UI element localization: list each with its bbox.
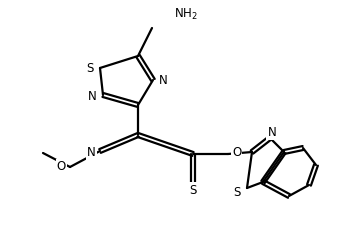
Text: N: N: [267, 126, 276, 138]
Text: N: N: [88, 90, 97, 102]
Text: S: S: [234, 186, 241, 198]
Text: N: N: [159, 74, 168, 86]
Text: NH$_2$: NH$_2$: [174, 6, 198, 22]
Text: N: N: [87, 146, 96, 158]
Text: S: S: [87, 62, 94, 74]
Text: S: S: [189, 184, 197, 196]
Text: O: O: [232, 146, 241, 158]
Text: O: O: [57, 160, 66, 173]
